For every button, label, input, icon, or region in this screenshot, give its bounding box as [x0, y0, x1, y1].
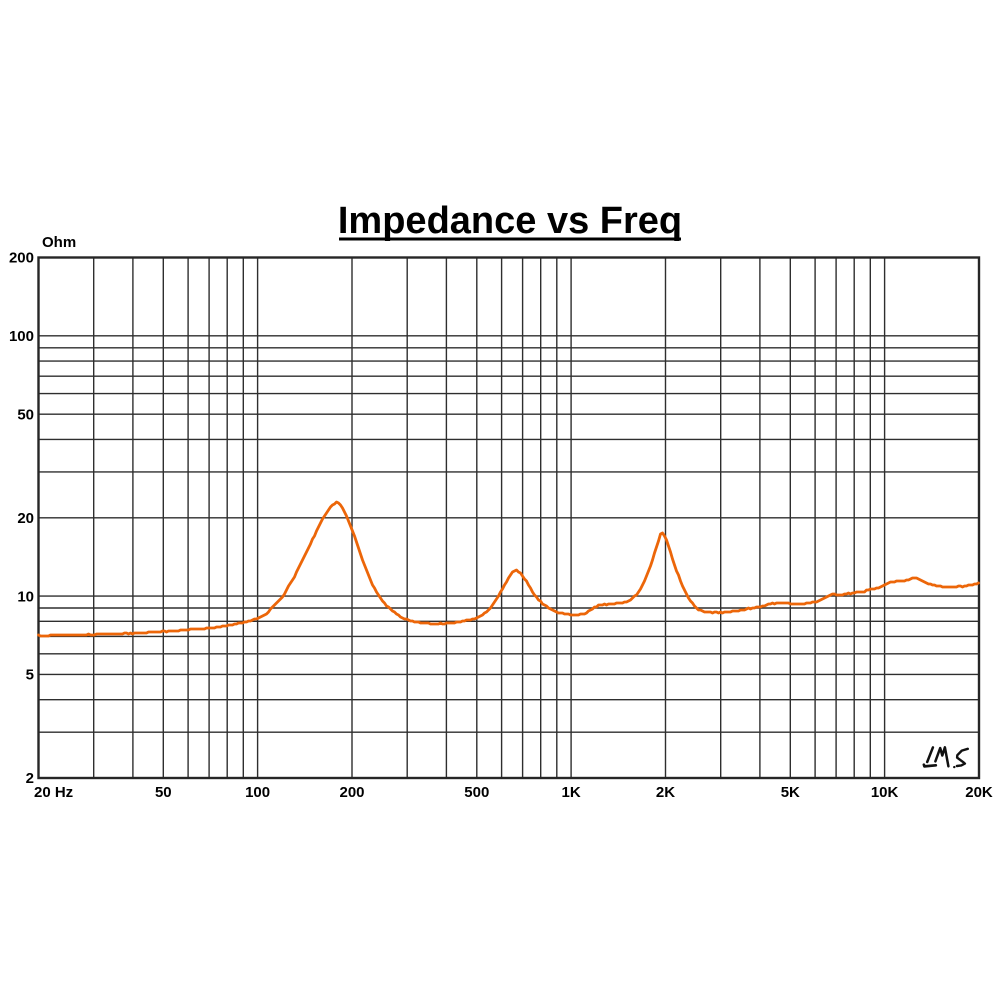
- svg-text:200: 200: [339, 784, 364, 801]
- svg-text:20K: 20K: [965, 784, 993, 801]
- svg-text:1K: 1K: [562, 784, 581, 801]
- svg-text:5: 5: [26, 667, 34, 684]
- svg-text:Ohm: Ohm: [42, 234, 76, 251]
- svg-text:2: 2: [26, 770, 34, 787]
- svg-text:5K: 5K: [781, 784, 800, 801]
- svg-text:Impedance vs Freq: Impedance vs Freq: [338, 200, 682, 242]
- svg-text:500: 500: [464, 784, 489, 801]
- svg-text:10: 10: [17, 588, 34, 605]
- svg-text:100: 100: [245, 784, 270, 801]
- svg-text:10K: 10K: [871, 784, 899, 801]
- svg-text:200: 200: [9, 250, 34, 267]
- svg-text:50: 50: [155, 784, 172, 801]
- svg-text:20: 20: [17, 510, 34, 527]
- svg-text:2K: 2K: [656, 784, 675, 801]
- svg-text:100: 100: [9, 328, 34, 345]
- svg-text:50: 50: [17, 406, 34, 423]
- svg-text:20 Hz: 20 Hz: [34, 784, 73, 801]
